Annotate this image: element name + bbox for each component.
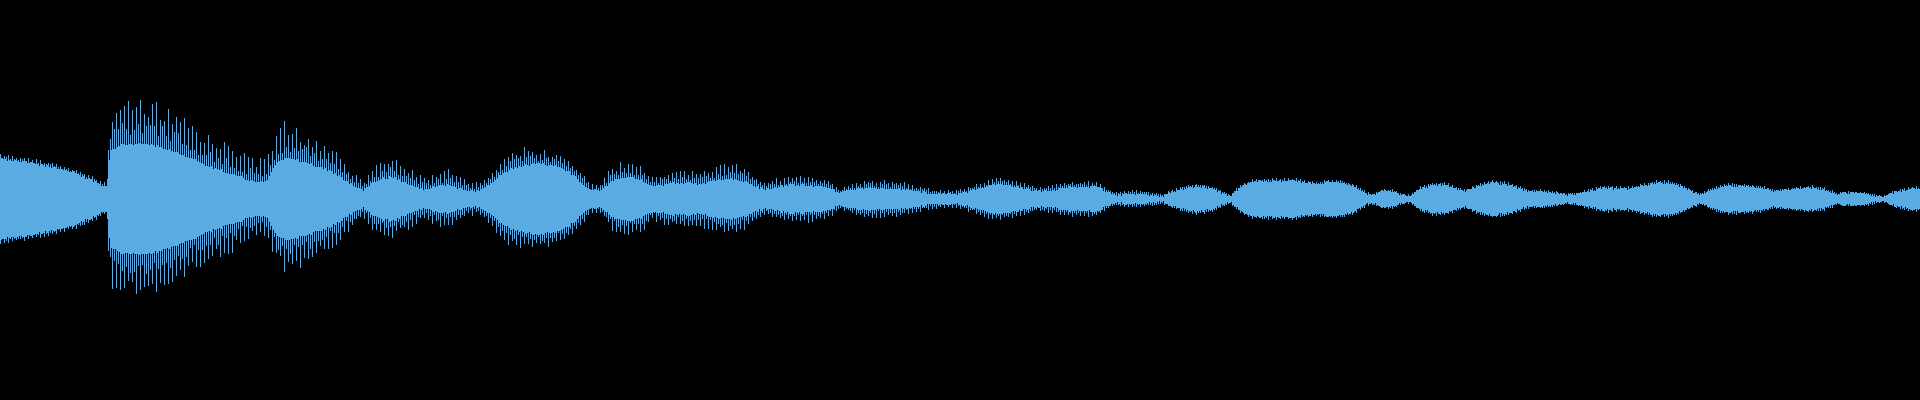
waveform-display: [0, 0, 1920, 400]
audio-waveform-canvas[interactable]: [0, 0, 1920, 400]
